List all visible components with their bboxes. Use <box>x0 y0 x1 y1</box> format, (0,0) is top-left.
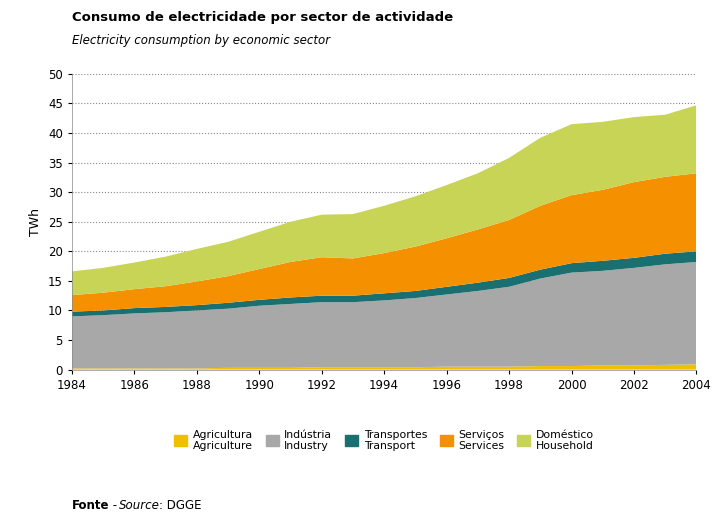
Text: -: - <box>109 499 121 512</box>
Text: : DGGE: : DGGE <box>159 499 202 512</box>
Text: Fonte: Fonte <box>72 499 109 512</box>
Y-axis label: TWh: TWh <box>29 208 42 236</box>
Text: Consumo de electricidade por sector de actividade: Consumo de electricidade por sector de a… <box>72 11 453 24</box>
Legend: Agricultura
Agriculture, Indústria
Industry, Transportes
Transport, Serviços
Ser: Agricultura Agriculture, Indústria Indus… <box>170 425 598 456</box>
Text: Electricity consumption by economic sector: Electricity consumption by economic sect… <box>72 34 330 48</box>
Text: Source: Source <box>118 499 159 512</box>
